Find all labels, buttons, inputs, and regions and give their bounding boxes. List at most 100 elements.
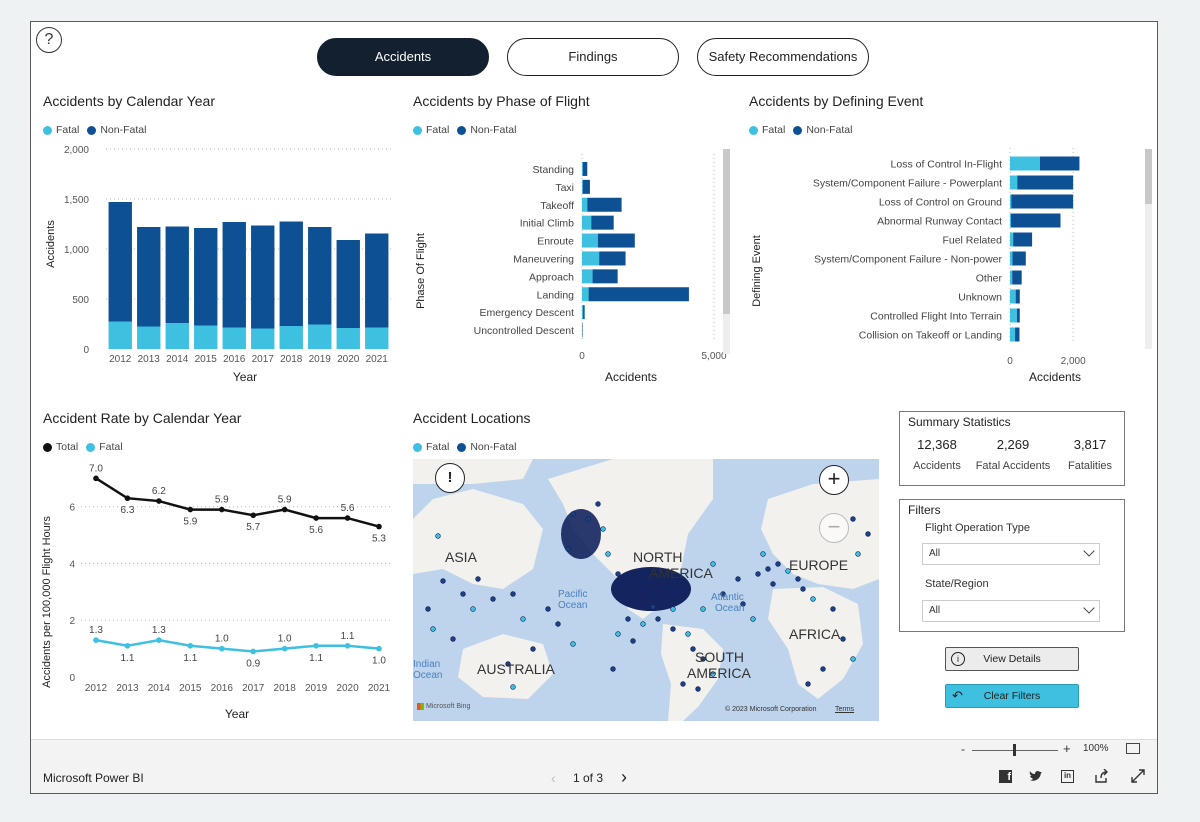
accident-map[interactable]: ASIA NORTH AMERICA EUROPE AFRICA AUSTRAL… (413, 459, 879, 721)
accident-marker[interactable] (450, 636, 456, 642)
accident-marker[interactable] (510, 684, 516, 690)
accident-marker[interactable] (435, 533, 441, 539)
bar-nonfatal[interactable] (1015, 289, 1020, 304)
accident-marker[interactable] (850, 516, 856, 522)
bar-nonfatal[interactable] (591, 215, 614, 230)
accident-marker[interactable] (615, 571, 621, 577)
accident-marker[interactable] (865, 531, 871, 537)
zoom-slider-handle[interactable] (1013, 744, 1016, 756)
accident-marker[interactable] (710, 671, 716, 677)
accident-marker[interactable] (460, 591, 466, 597)
bar-fatal[interactable] (251, 328, 275, 350)
accident-marker[interactable] (680, 681, 686, 687)
map-canvas[interactable] (413, 459, 879, 721)
accident-marker[interactable] (425, 606, 431, 612)
accident-cluster-usa[interactable] (611, 567, 691, 611)
accident-marker[interactable] (850, 656, 856, 662)
bar-fatal[interactable] (1010, 327, 1016, 342)
accident-marker[interactable] (570, 511, 576, 517)
accident-marker[interactable] (760, 551, 766, 557)
accident-marker[interactable] (805, 681, 811, 687)
bar-fatal[interactable] (582, 197, 588, 212)
accident-marker[interactable] (545, 606, 551, 612)
bar-fatal[interactable] (582, 269, 593, 284)
tab-accidents[interactable]: Accidents (317, 38, 489, 76)
accident-marker[interactable] (650, 604, 656, 610)
data-point[interactable] (376, 645, 382, 652)
bar-nonfatal[interactable] (1016, 308, 1020, 323)
accident-marker[interactable] (615, 631, 621, 637)
accident-marker[interactable] (670, 606, 676, 612)
accident-marker[interactable] (655, 616, 661, 622)
bar-fatal[interactable] (1010, 251, 1013, 266)
power-bi-brand[interactable]: Microsoft Power BI (43, 771, 144, 785)
bar-fatal[interactable] (1010, 194, 1012, 209)
bar-nonfatal[interactable] (1010, 213, 1061, 228)
bar-nonfatal[interactable] (165, 226, 189, 324)
accident-marker[interactable] (440, 578, 446, 584)
accident-marker[interactable] (555, 621, 561, 627)
data-point[interactable] (93, 475, 99, 482)
accident-marker[interactable] (585, 516, 591, 522)
data-point[interactable] (250, 648, 257, 655)
bar-nonfatal[interactable] (308, 227, 332, 325)
bar-nonfatal[interactable] (582, 161, 588, 176)
accident-marker[interactable] (630, 638, 636, 644)
bar-fatal[interactable] (1010, 289, 1016, 304)
bar-fatal[interactable] (582, 179, 583, 194)
accident-marker[interactable] (750, 616, 756, 622)
bar-nonfatal[interactable] (1012, 270, 1022, 285)
accident-marker[interactable] (755, 571, 761, 577)
data-point[interactable] (187, 506, 194, 513)
accident-marker[interactable] (625, 616, 631, 622)
fullscreen-icon[interactable] (1131, 769, 1145, 783)
scrollbar-thumb[interactable] (1145, 149, 1152, 204)
scrollbar-track[interactable] (1145, 204, 1152, 349)
data-point[interactable] (376, 523, 382, 530)
data-point[interactable] (281, 506, 288, 513)
accident-marker[interactable] (520, 616, 526, 622)
data-point[interactable] (344, 515, 351, 521)
bar-fatal[interactable] (137, 326, 161, 350)
accident-marker[interactable] (430, 626, 436, 632)
bar-nonfatal[interactable] (222, 222, 246, 328)
data-point[interactable] (218, 506, 225, 513)
bar-nonfatal[interactable] (1017, 175, 1074, 190)
accident-marker[interactable] (820, 666, 826, 672)
bar-nonfatal[interactable] (592, 269, 618, 284)
bar-fatal[interactable] (1010, 175, 1018, 190)
bar-fatal[interactable] (1010, 270, 1013, 285)
view-details-button[interactable]: i View Details (945, 647, 1079, 671)
data-point[interactable] (187, 642, 194, 649)
accident-marker[interactable] (475, 576, 481, 582)
accident-marker[interactable] (570, 641, 576, 647)
accident-marker[interactable] (720, 591, 726, 597)
accident-marker[interactable] (685, 631, 691, 637)
accident-marker[interactable] (800, 586, 806, 592)
bar-fatal[interactable] (582, 233, 598, 248)
accident-marker[interactable] (810, 596, 816, 602)
bar-nonfatal[interactable] (279, 221, 303, 327)
bar-nonfatal[interactable] (597, 233, 635, 248)
bar-nonfatal[interactable] (1015, 327, 1020, 342)
accident-marker[interactable] (670, 626, 676, 632)
clear-filters-button[interactable]: ↶ Clear Filters (945, 684, 1079, 708)
prev-page-icon[interactable]: ‹ (551, 770, 556, 786)
series-line-fatal[interactable] (95, 638, 380, 653)
bar-nonfatal[interactable] (194, 228, 218, 326)
flight-operation-type-select[interactable]: All (922, 543, 1100, 565)
bar-nonfatal[interactable] (137, 227, 161, 327)
accident-marker[interactable] (840, 636, 846, 642)
accident-marker[interactable] (710, 561, 716, 567)
bar-nonfatal[interactable] (599, 251, 626, 266)
help-button[interactable]: ? (36, 27, 62, 53)
data-point[interactable] (313, 515, 319, 521)
bar-nonfatal[interactable] (1011, 194, 1074, 209)
bar-fatal[interactable] (365, 327, 389, 350)
bar-fatal[interactable] (582, 161, 583, 176)
accident-marker[interactable] (490, 596, 496, 602)
map-zoom-in-button[interactable]: + (819, 465, 849, 495)
fit-to-page-icon[interactable] (1126, 743, 1140, 754)
bar-nonfatal[interactable] (251, 225, 275, 329)
bar-fatal[interactable] (194, 325, 218, 350)
